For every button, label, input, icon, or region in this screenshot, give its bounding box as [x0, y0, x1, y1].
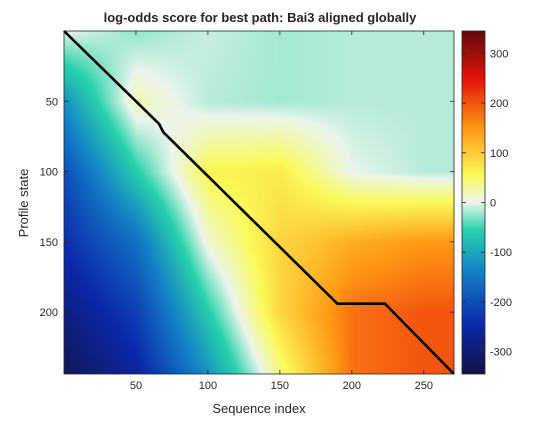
- x-tick-label: 50: [130, 380, 142, 392]
- colorbar-tick-label: -200: [490, 297, 512, 309]
- y-axis-label: Profile state: [16, 169, 31, 238]
- colorbar-ticks: -300 -200 -100 0 100 200 300: [462, 48, 512, 359]
- y-tick-label: 100: [40, 167, 58, 179]
- best-path-line: [63, 30, 455, 375]
- y-axis-ticks: 50 100 150 200: [40, 96, 454, 319]
- x-tick-label: 100: [199, 380, 217, 392]
- x-tick-label: 200: [343, 380, 361, 392]
- y-tick-label: 50: [46, 96, 58, 108]
- x-tick-label: 250: [415, 380, 433, 392]
- colorbar-tick-label: 200: [490, 98, 508, 110]
- y-tick-label: 200: [40, 307, 58, 319]
- chart-title: log-odds score for best path: Bai3 align…: [104, 10, 418, 25]
- colorbar-tick-label: -300: [490, 347, 512, 359]
- colorbar-tick-label: -100: [490, 247, 512, 259]
- colorbar-tick-label: 300: [490, 48, 508, 60]
- x-axis-label: Sequence index: [212, 401, 306, 416]
- colorbar: -300 -200 -100 0 100 200 300: [461, 30, 512, 375]
- colorbar-gradient: [462, 31, 485, 374]
- colorbar-tick-label: 0: [490, 198, 496, 210]
- x-tick-label: 150: [271, 380, 289, 392]
- heatmap-surface: [64, 31, 454, 374]
- plot-area: [63, 30, 455, 375]
- plot-frame: [63, 30, 455, 375]
- x-axis-ticks: 50 100 150 200 250: [130, 31, 433, 392]
- y-tick-label: 150: [40, 237, 58, 249]
- colorbar-tick-label: 100: [490, 148, 508, 160]
